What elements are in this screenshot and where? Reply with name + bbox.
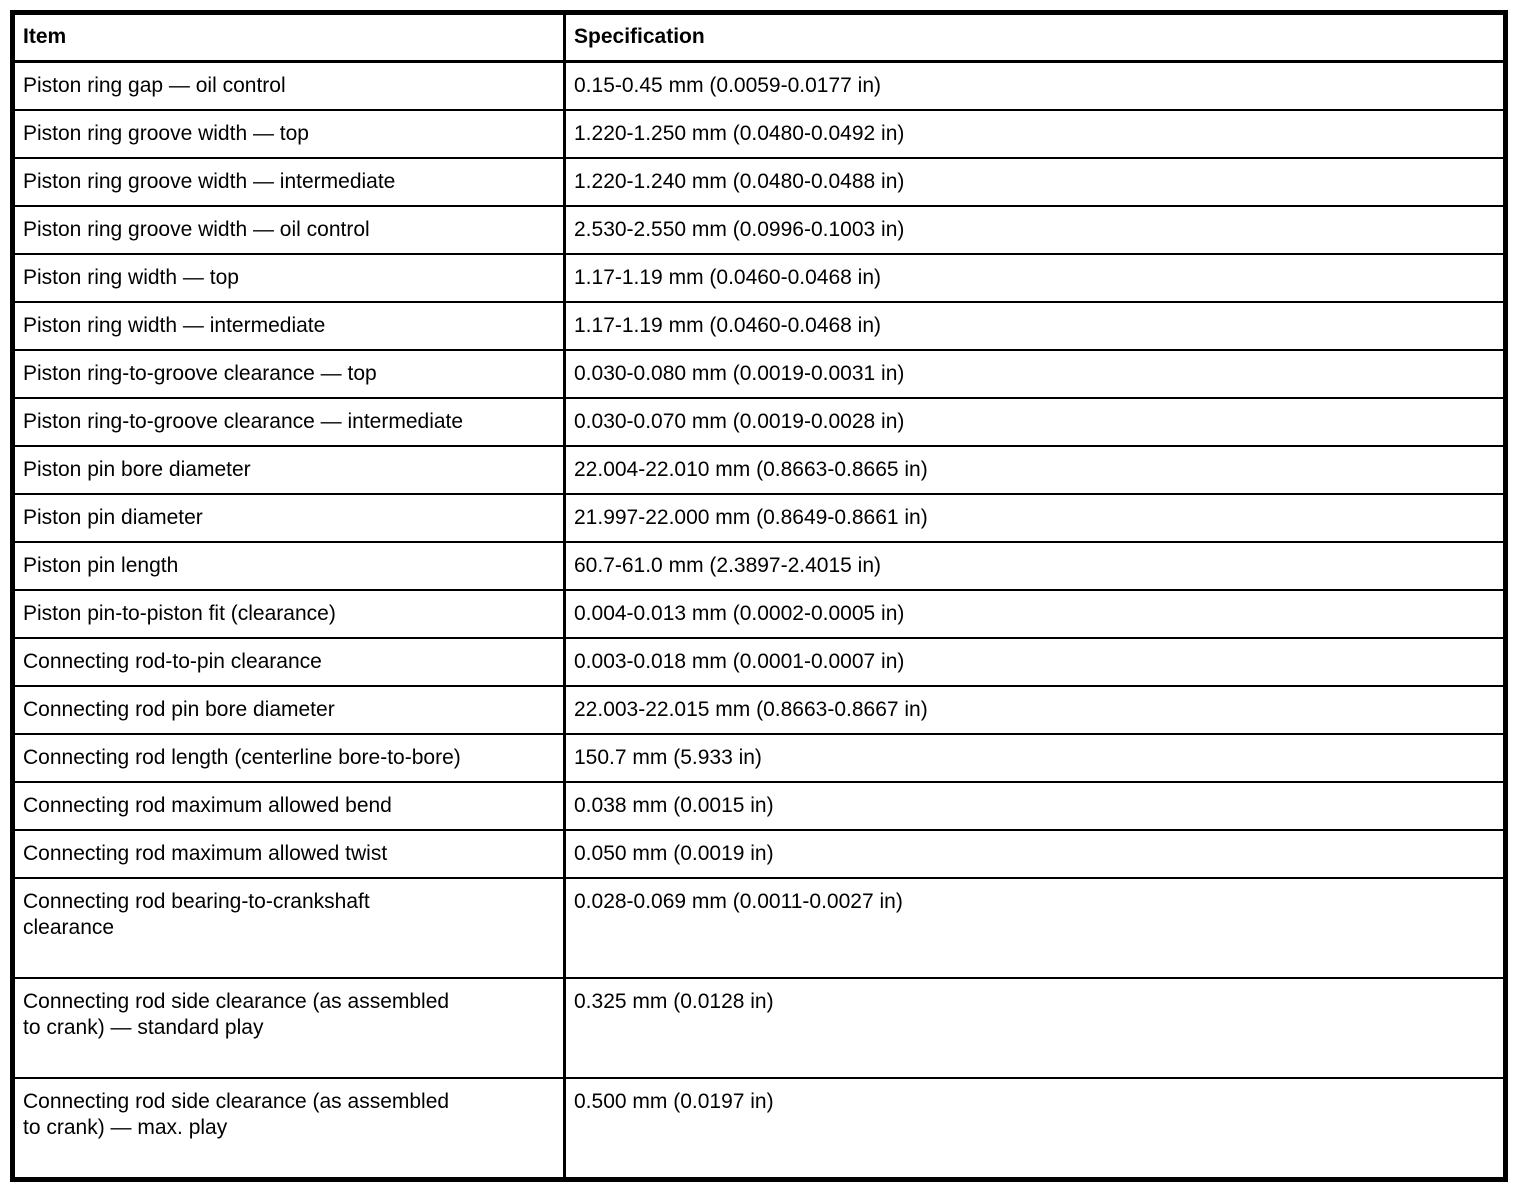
table-row: Piston ring groove width — top 1.220-1.25… (12, 109, 1506, 159)
spec-cell: 0.050 mm (0.0019 in) (564, 829, 1506, 879)
item-cell: Piston ring groove width — intermediate (12, 157, 566, 207)
item-cell: Connecting rod pin bore diameter (12, 685, 566, 735)
table-row: Connecting rod bearing-to-crankshaft cle… (12, 877, 1506, 979)
spec-cell: 1.220-1.250 mm (0.0480-0.0492 in) (564, 109, 1506, 159)
spec-cell: 0.004-0.013 mm (0.0002-0.0005 in) (564, 589, 1506, 639)
item-cell: Piston ring-to-groove clearance — top (12, 349, 566, 399)
item-cell: Connecting rod side clearance (as assemb… (12, 1077, 566, 1181)
item-cell: Connecting rod maximum allowed twist (12, 829, 566, 879)
table-row: Connecting rod-to-pin clearance 0.003-0.0… (12, 637, 1506, 687)
spec-cell: 0.030-0.080 mm (0.0019-0.0031 in) (564, 349, 1506, 399)
table-row: Piston ring gap — oil control 0.15-0.45 m… (12, 60, 1506, 111)
spec-cell: 0.030-0.070 mm (0.0019-0.0028 in) (564, 397, 1506, 447)
specifications-table: Item Specification Piston ring gap — oil… (10, 10, 1508, 1182)
spec-cell: 0.028-0.069 mm (0.0011-0.0027 in) (564, 877, 1506, 979)
table-header: Item Specification (12, 11, 1506, 63)
spec-cell: 21.997-22.000 mm (0.8649-0.8661 in) (564, 493, 1506, 543)
spec-cell: 1.17-1.19 mm (0.0460-0.0468 in) (564, 253, 1506, 303)
spec-cell: 1.220-1.240 mm (0.0480-0.0488 in) (564, 157, 1506, 207)
table-row: Piston ring-to-groove clearance — interm… (12, 397, 1506, 447)
item-cell: Piston ring-to-groove clearance — interm… (12, 397, 566, 447)
column-header-item: Item (12, 11, 566, 63)
table-row: Piston pin-to-piston fit (clearance) 0.00… (12, 589, 1506, 639)
table-row: Piston pin length 60.7-61.0 mm (2.3897-2.… (12, 541, 1506, 591)
item-cell: Piston pin diameter (12, 493, 566, 543)
table-row: Connecting rod side clearance (as assemb… (12, 977, 1506, 1079)
table-row: Piston pin bore diameter 22.004-22.010 mm… (12, 445, 1506, 495)
item-cell: Piston pin-to-piston fit (clearance) (12, 589, 566, 639)
item-cell: Piston pin bore diameter (12, 445, 566, 495)
table-row: Piston ring width — intermediate 1.17-1.1… (12, 301, 1506, 351)
header-row: Item Specification (12, 11, 1506, 63)
spec-cell: 22.004-22.010 mm (0.8663-0.8665 in) (564, 445, 1506, 495)
item-cell: Connecting rod length (centerline bore-t… (12, 733, 566, 783)
column-header-specification: Specification (564, 11, 1506, 63)
table-row: Connecting rod side clearance (as assemb… (12, 1077, 1506, 1181)
table-row: Piston ring groove width — intermediate 1… (12, 157, 1506, 207)
spec-cell: 22.003-22.015 mm (0.8663-0.8667 in) (564, 685, 1506, 735)
item-cell: Connecting rod side clearance (as assemb… (12, 977, 566, 1079)
spec-cell: 1.17-1.19 mm (0.0460-0.0468 in) (564, 301, 1506, 351)
table-row: Connecting rod pin bore diameter 22.003-2… (12, 685, 1506, 735)
item-cell: Connecting rod maximum allowed bend (12, 781, 566, 831)
spec-cell: 60.7-61.0 mm (2.3897-2.4015 in) (564, 541, 1506, 591)
item-cell: Connecting rod bearing-to-crankshaft cle… (12, 877, 566, 979)
spec-cell: 150.7 mm (5.933 in) (564, 733, 1506, 783)
item-cell: Piston ring width — intermediate (12, 301, 566, 351)
spec-cell: 0.003-0.018 mm (0.0001-0.0007 in) (564, 637, 1506, 687)
table-row: Piston ring groove width — oil control 2.… (12, 205, 1506, 255)
table-row: Connecting rod maximum allowed twist 0.05… (12, 829, 1506, 879)
table-row: Piston pin diameter 21.997-22.000 mm (0.8… (12, 493, 1506, 543)
spec-cell: 2.530-2.550 mm (0.0996-0.1003 in) (564, 205, 1506, 255)
item-cell: Connecting rod-to-pin clearance (12, 637, 566, 687)
table-row: Connecting rod length (centerline bore-t… (12, 733, 1506, 783)
spec-cell: 0.038 mm (0.0015 in) (564, 781, 1506, 831)
table-row: Connecting rod maximum allowed bend 0.038… (12, 781, 1506, 831)
item-cell: Piston ring groove width — oil control (12, 205, 566, 255)
item-cell: Piston ring groove width — top (12, 109, 566, 159)
item-cell: Piston ring width — top (12, 253, 566, 303)
spec-cell: 0.325 mm (0.0128 in) (564, 977, 1506, 1079)
spec-cell: 0.500 mm (0.0197 in) (564, 1077, 1506, 1181)
item-cell: Piston ring gap — oil control (12, 60, 566, 111)
table-row: Piston ring width — top 1.17-1.19 mm (0.0… (12, 253, 1506, 303)
table-row: Piston ring-to-groove clearance — top 0.0… (12, 349, 1506, 399)
item-cell: Piston pin length (12, 541, 566, 591)
spec-cell: 0.15-0.45 mm (0.0059-0.0177 in) (564, 60, 1506, 111)
table-body: Piston ring gap — oil control 0.15-0.45 m… (12, 60, 1506, 1181)
